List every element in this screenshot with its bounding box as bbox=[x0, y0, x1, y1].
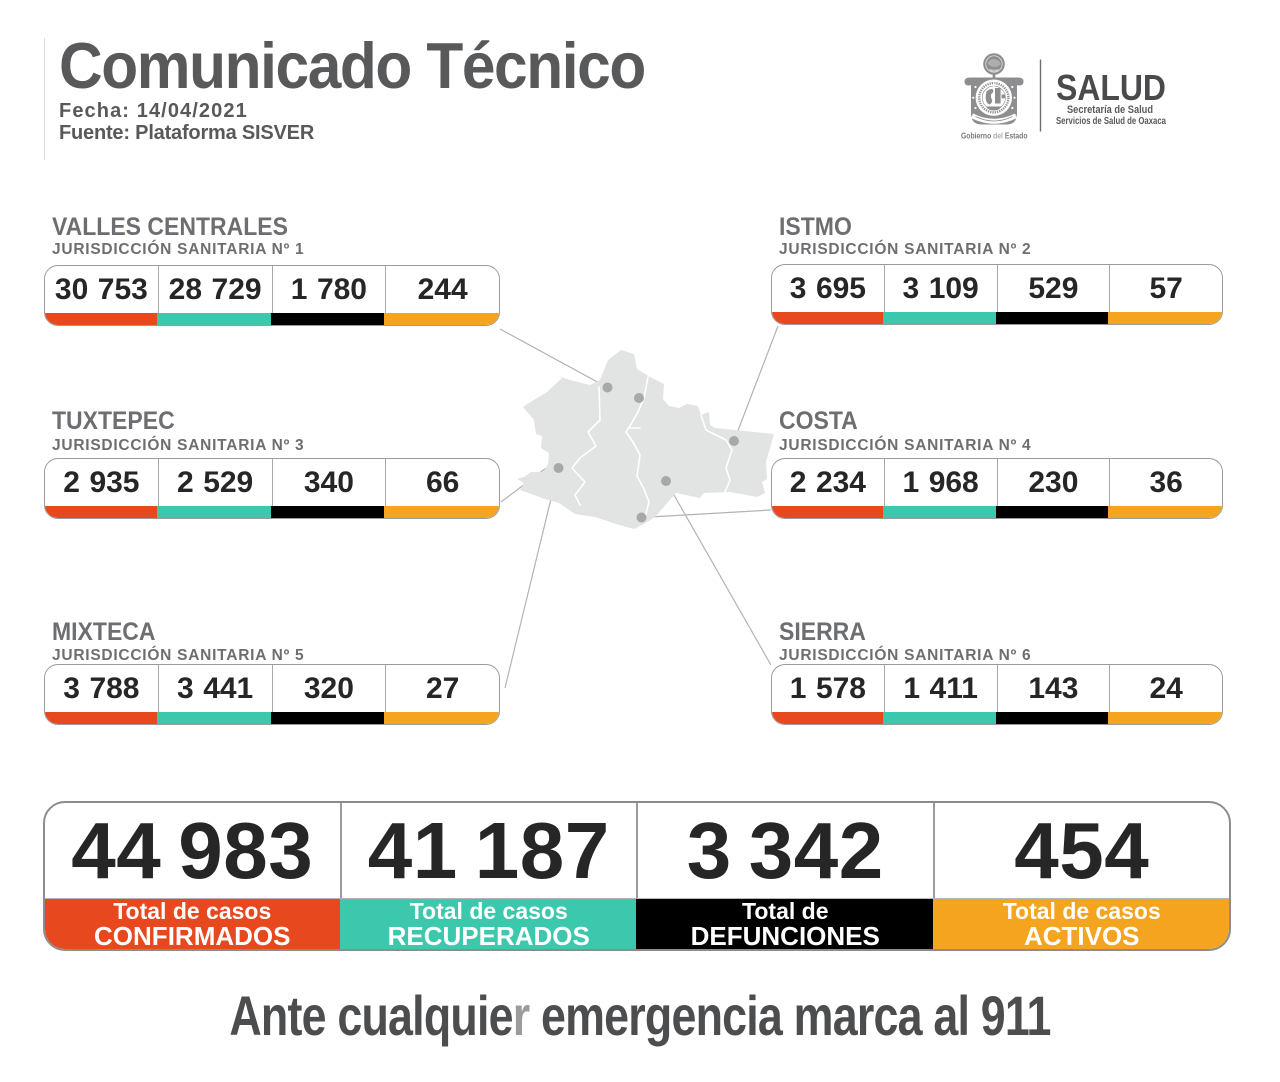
svg-text:SALUD: SALUD bbox=[1056, 68, 1166, 108]
svg-text:Secretaría de Salud: Secretaría de Salud bbox=[1067, 104, 1153, 116]
svg-text:Servicios de Salud de Oaxaca: Servicios de Salud de Oaxaca bbox=[1056, 116, 1166, 127]
svg-text:Gobierno del Estado: Gobierno del Estado bbox=[961, 132, 1028, 141]
